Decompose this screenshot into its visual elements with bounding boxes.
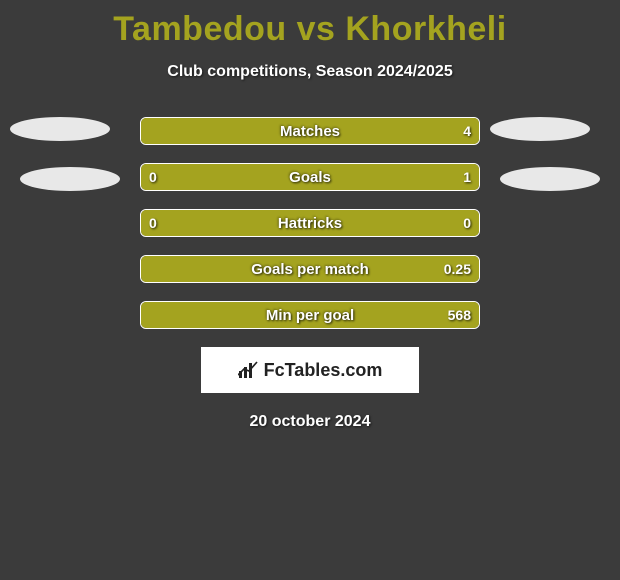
- stat-value-left: 0: [149, 210, 157, 236]
- site-logo: FcTables.com: [201, 347, 419, 393]
- stat-value-right: 0.25: [444, 256, 471, 282]
- stat-bar-fill-right: [141, 118, 479, 144]
- snapshot-date: 20 october 2024: [0, 413, 620, 431]
- stat-row: 4Matches: [0, 117, 620, 145]
- bar-chart-icon: [238, 361, 258, 379]
- stat-value-right: 0: [463, 210, 471, 236]
- stat-bar-fill-right: [202, 164, 479, 190]
- stat-bar-track: 01Goals: [140, 163, 480, 191]
- stat-bar-track: 4Matches: [140, 117, 480, 145]
- comparison-chart: 4Matches01Goals00Hattricks0.25Goals per …: [0, 117, 620, 329]
- page-title: Tambedou vs Khorkheli: [0, 0, 620, 49]
- stat-row: 568Min per goal: [0, 301, 620, 329]
- stat-row: 0.25Goals per match: [0, 255, 620, 283]
- stat-value-left: 0: [149, 164, 157, 190]
- stat-bar-track: 568Min per goal: [140, 301, 480, 329]
- stat-row: 01Goals: [0, 163, 620, 191]
- stat-row: 00Hattricks: [0, 209, 620, 237]
- stat-value-right: 1: [463, 164, 471, 190]
- stat-bar-track: 0.25Goals per match: [140, 255, 480, 283]
- stat-bar-fill-right: [141, 256, 479, 282]
- stat-bar-track: 00Hattricks: [140, 209, 480, 237]
- stat-bar-fill-right: [141, 302, 479, 328]
- stat-value-right: 568: [448, 302, 471, 328]
- stat-bar-fill-left: [141, 210, 479, 236]
- stat-value-right: 4: [463, 118, 471, 144]
- logo-text: FcTables.com: [264, 360, 383, 381]
- page-subtitle: Club competitions, Season 2024/2025: [0, 63, 620, 81]
